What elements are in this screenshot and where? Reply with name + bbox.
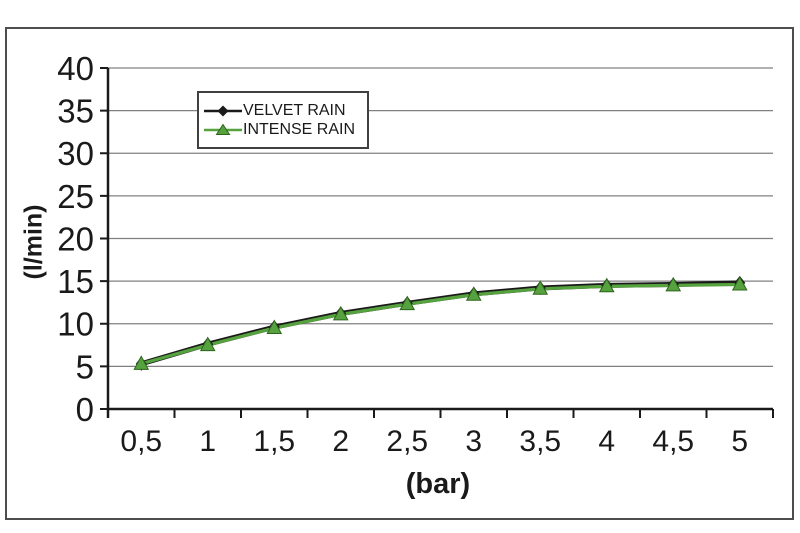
y-tick-label: 25	[57, 178, 94, 215]
x-tick-label: 1	[199, 425, 216, 458]
x-tick-label: 2,5	[386, 425, 428, 458]
intense-rain-marker	[731, 275, 748, 291]
x-tick-label: 0,5	[120, 425, 162, 458]
x-tick-label: 5	[731, 425, 748, 458]
x-tick-label: 1,5	[253, 425, 295, 458]
intense-rain-triangle-marker-icon	[203, 122, 243, 138]
legend-item-velvet-rain: VELVET RAIN	[203, 102, 363, 120]
y-tick-label: 35	[57, 93, 94, 130]
x-tick-label: 3,5	[519, 425, 561, 458]
legend-label-intense-rain: INTENSE RAIN	[243, 120, 356, 138]
y-axis-title: (l/min)	[19, 204, 48, 280]
y-tick-label: 0	[76, 391, 94, 428]
x-tick-label: 4,5	[652, 425, 694, 458]
legend: VELVET RAIN INTENSE RAIN	[197, 91, 369, 149]
y-tick-label: 15	[57, 263, 94, 300]
x-tick-label: 2	[332, 425, 349, 458]
legend-item-intense-rain: INTENSE RAIN	[203, 121, 363, 139]
legend-label-velvet-rain: VELVET RAIN	[243, 101, 346, 119]
intense-rain-marker	[665, 276, 682, 292]
intense-rain-marker	[133, 355, 150, 370]
y-tick-label: 40	[57, 50, 94, 87]
y-tick-label: 20	[57, 220, 94, 257]
y-tick-label: 5	[76, 348, 94, 385]
intense-rain-marker	[332, 305, 349, 321]
intense-rain-marker	[532, 280, 549, 295]
intense-rain-marker	[266, 319, 283, 335]
intense-rain-marker	[598, 277, 615, 293]
intense-rain-marker	[399, 295, 416, 311]
x-tick-label: 4	[598, 425, 615, 458]
y-tick-label: 30	[57, 135, 94, 172]
intense-rain-marker	[465, 286, 482, 301]
y-tick-label: 10	[57, 306, 94, 343]
x-axis-title: (bar)	[405, 468, 471, 500]
x-tick-label: 3	[465, 425, 482, 458]
chart-border-frame	[5, 27, 794, 520]
velvet-rain-diamond-marker-icon	[203, 103, 243, 119]
intense-rain-marker	[199, 336, 216, 352]
intense-rain-line	[140, 282, 740, 366]
